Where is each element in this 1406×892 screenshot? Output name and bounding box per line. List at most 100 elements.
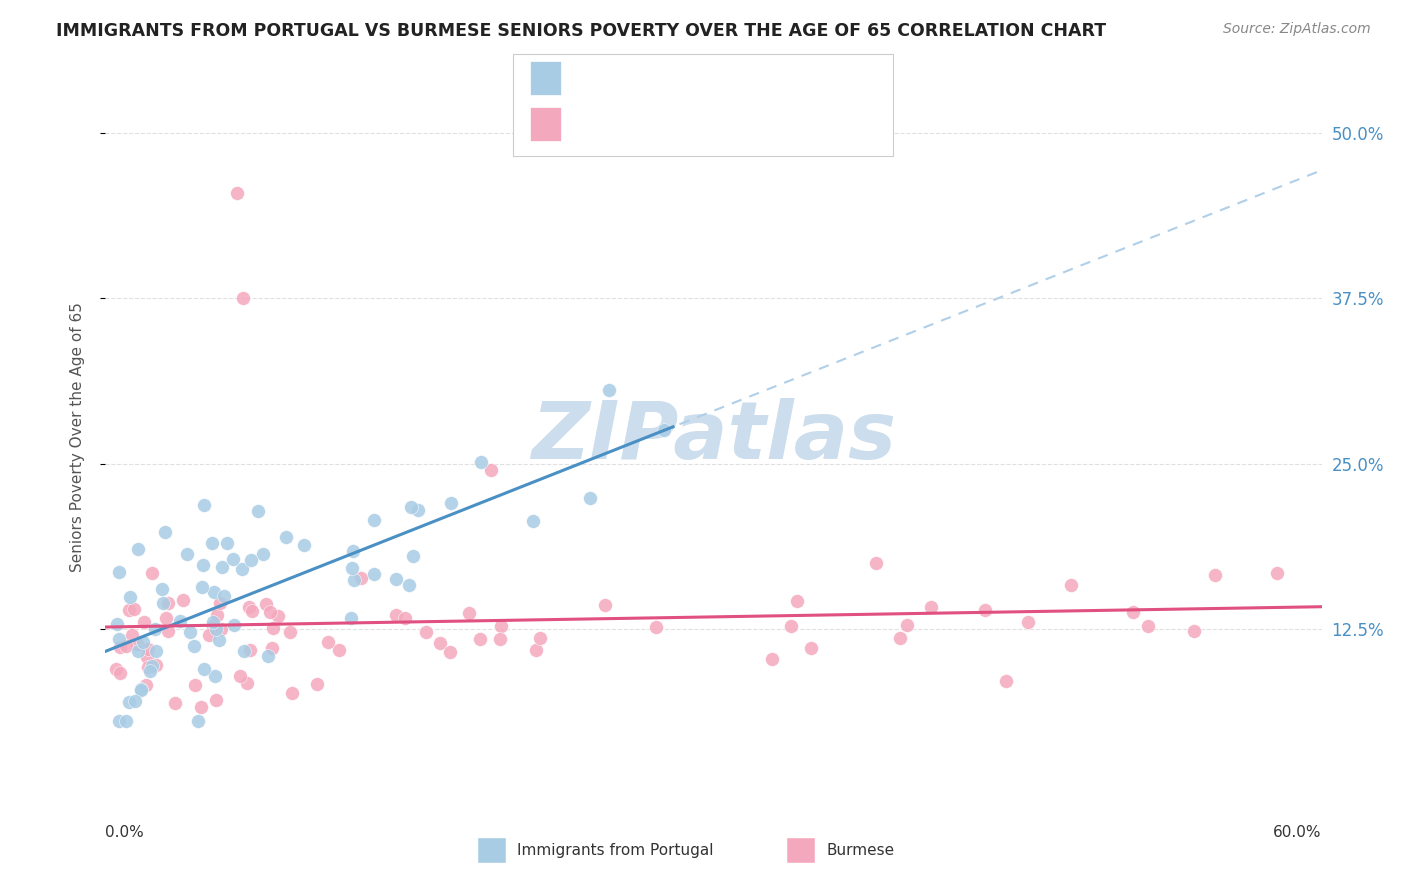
Point bbox=[305, 677, 328, 691]
Point bbox=[125, 637, 148, 651]
Point bbox=[193, 558, 215, 572]
Point bbox=[328, 643, 350, 657]
Point bbox=[184, 678, 207, 692]
Y-axis label: Seniors Poverty Over the Age of 65: Seniors Poverty Over the Age of 65 bbox=[70, 302, 84, 572]
Point bbox=[214, 589, 236, 603]
Point bbox=[202, 619, 225, 633]
Point bbox=[800, 640, 823, 655]
Text: 73: 73 bbox=[724, 116, 745, 131]
Text: R =: R = bbox=[572, 116, 606, 131]
Point bbox=[208, 633, 231, 648]
Point bbox=[281, 686, 304, 700]
Point bbox=[385, 572, 408, 586]
Point bbox=[401, 500, 423, 514]
Point bbox=[217, 536, 239, 550]
Point bbox=[117, 603, 139, 617]
Point bbox=[190, 700, 212, 714]
Point bbox=[240, 553, 263, 567]
Point bbox=[524, 643, 547, 657]
Point bbox=[172, 592, 194, 607]
Point bbox=[252, 547, 274, 561]
Point bbox=[254, 597, 277, 611]
Point bbox=[1018, 615, 1040, 630]
Point bbox=[340, 611, 363, 625]
Point bbox=[259, 605, 281, 619]
Point bbox=[193, 498, 215, 512]
Point bbox=[105, 662, 128, 676]
Point bbox=[363, 513, 385, 527]
Point bbox=[118, 695, 141, 709]
Point bbox=[579, 491, 602, 505]
Text: IMMIGRANTS FROM PORTUGAL VS BURMESE SENIORS POVERTY OVER THE AGE OF 65 CORRELATI: IMMIGRANTS FROM PORTUGAL VS BURMESE SENI… bbox=[56, 22, 1107, 40]
Text: N =: N = bbox=[685, 70, 718, 85]
Point bbox=[1204, 568, 1226, 582]
Point bbox=[238, 600, 260, 615]
Point bbox=[292, 538, 315, 552]
Point bbox=[115, 714, 138, 729]
Point bbox=[780, 618, 803, 632]
Text: Source: ZipAtlas.com: Source: ZipAtlas.com bbox=[1223, 22, 1371, 37]
Point bbox=[440, 496, 463, 510]
Point bbox=[150, 582, 173, 596]
Point bbox=[222, 552, 245, 566]
Point bbox=[889, 632, 911, 646]
Point bbox=[120, 591, 142, 605]
Point bbox=[209, 622, 232, 636]
Point bbox=[132, 635, 155, 649]
Point bbox=[233, 643, 256, 657]
Point bbox=[406, 503, 429, 517]
Point bbox=[479, 463, 502, 477]
Point bbox=[231, 562, 253, 576]
Text: 65: 65 bbox=[724, 70, 745, 85]
Point bbox=[1122, 605, 1144, 619]
Point bbox=[415, 625, 437, 640]
Point bbox=[134, 615, 156, 630]
Point bbox=[240, 604, 263, 618]
Point bbox=[124, 694, 146, 708]
Point bbox=[127, 644, 149, 658]
Point bbox=[183, 639, 205, 653]
Text: ZIPatlas: ZIPatlas bbox=[531, 398, 896, 476]
Point bbox=[470, 632, 492, 646]
Point bbox=[108, 632, 131, 647]
Point bbox=[129, 683, 152, 698]
Point bbox=[652, 423, 675, 437]
Point bbox=[139, 665, 162, 679]
Point bbox=[205, 607, 228, 622]
Point bbox=[439, 645, 461, 659]
Point bbox=[222, 617, 245, 632]
Point bbox=[340, 560, 363, 574]
Point bbox=[896, 618, 918, 632]
Text: 0.330: 0.330 bbox=[612, 70, 659, 85]
Point bbox=[262, 621, 284, 635]
Text: Immigrants from Portugal: Immigrants from Portugal bbox=[517, 844, 714, 858]
Point bbox=[1137, 619, 1160, 633]
Point bbox=[1060, 577, 1083, 591]
Point bbox=[191, 580, 214, 594]
Point bbox=[235, 675, 257, 690]
Point bbox=[129, 681, 152, 696]
Point bbox=[488, 632, 510, 646]
Point bbox=[363, 566, 385, 581]
Point bbox=[385, 607, 408, 622]
Point bbox=[156, 596, 179, 610]
Point bbox=[973, 602, 995, 616]
Point bbox=[176, 547, 198, 561]
Point bbox=[232, 291, 254, 305]
Point bbox=[187, 714, 209, 729]
Point bbox=[267, 609, 290, 624]
Point bbox=[260, 640, 283, 655]
Point bbox=[108, 640, 131, 655]
Point bbox=[398, 578, 420, 592]
Point bbox=[105, 617, 128, 632]
Point bbox=[343, 573, 366, 587]
Point bbox=[394, 611, 416, 625]
Point bbox=[193, 662, 215, 676]
Point bbox=[226, 186, 249, 200]
Text: 60.0%: 60.0% bbox=[1274, 825, 1322, 840]
Point bbox=[458, 606, 481, 620]
Point bbox=[280, 625, 302, 640]
Point bbox=[157, 624, 180, 639]
Point bbox=[429, 636, 451, 650]
Point bbox=[135, 649, 157, 664]
